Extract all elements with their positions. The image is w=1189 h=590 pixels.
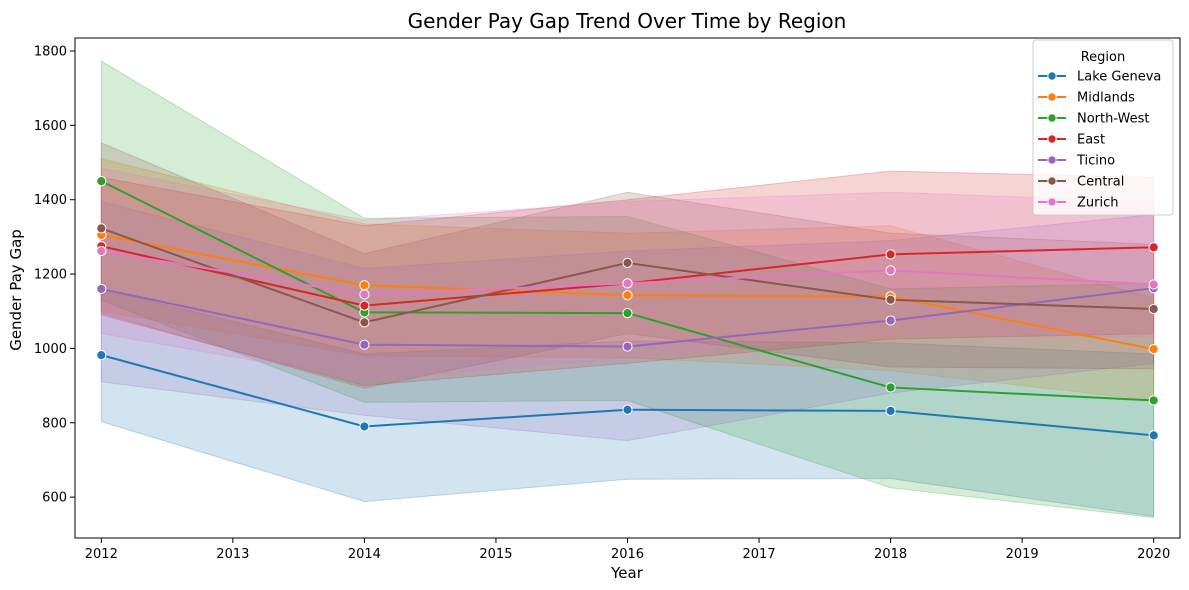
point-ticino-2018 bbox=[885, 315, 896, 326]
point-midlands-2016 bbox=[622, 290, 633, 301]
point-central-2018 bbox=[885, 294, 896, 305]
point-midlands-2020 bbox=[1148, 344, 1159, 355]
x-tick-label: 2017 bbox=[743, 547, 776, 562]
y-tick-label: 600 bbox=[42, 491, 67, 506]
x-tick-label: 2015 bbox=[479, 547, 512, 562]
legend-swatch-marker bbox=[1047, 197, 1057, 207]
point-central-2020 bbox=[1148, 303, 1159, 315]
legend-label: Lake Geneva bbox=[1077, 70, 1161, 85]
point-east-2018 bbox=[885, 249, 896, 260]
x-tick-label: 2013 bbox=[216, 547, 249, 562]
legend-label: Central bbox=[1077, 175, 1124, 190]
point-north-west-2012 bbox=[96, 176, 107, 187]
legend-item-north-west: North-West bbox=[1038, 112, 1149, 127]
point-lake-geneva-2012 bbox=[96, 350, 107, 361]
point-ticino-2016 bbox=[622, 341, 633, 352]
legend-item-midlands: Midlands bbox=[1038, 91, 1135, 106]
point-zurich-2016 bbox=[622, 278, 633, 289]
series-points bbox=[96, 176, 1159, 441]
point-lake-geneva-2014 bbox=[359, 421, 370, 432]
legend-label: East bbox=[1077, 133, 1105, 148]
legend-swatch-marker bbox=[1047, 71, 1057, 81]
point-east-2020 bbox=[1148, 242, 1159, 253]
point-lake-geneva-2018 bbox=[885, 405, 896, 416]
legend-label: Zurich bbox=[1077, 196, 1119, 211]
legend-swatch-marker bbox=[1047, 113, 1057, 123]
point-ticino-2012 bbox=[96, 283, 107, 295]
chart-title: Gender Pay Gap Trend Over Time by Region bbox=[408, 9, 847, 33]
y-tick-label: 1800 bbox=[34, 45, 67, 60]
point-central-2014 bbox=[359, 317, 370, 328]
legend-box bbox=[1032, 39, 1174, 216]
point-central-2016 bbox=[622, 257, 633, 269]
y-tick-label: 800 bbox=[42, 416, 67, 431]
legend-swatch-marker bbox=[1047, 134, 1057, 144]
y-tick-label: 1600 bbox=[34, 119, 67, 134]
y-tick-label: 1000 bbox=[34, 342, 67, 357]
x-tick-label: 2016 bbox=[611, 547, 644, 562]
legend-items: Lake Geneva Midlands North-West East Ticino C… bbox=[1038, 70, 1161, 211]
band-north-west bbox=[100, 60, 1155, 519]
point-north-west-2018 bbox=[885, 382, 896, 393]
point-north-west-2020 bbox=[1148, 395, 1159, 406]
point-north-west-2016 bbox=[622, 307, 633, 319]
x-axis-ticks: 2012 2013 2014 2015 2016 2017 2018 2019 2020 bbox=[85, 538, 1170, 562]
band-ticino bbox=[100, 200, 1155, 442]
point-lake-geneva-2020 bbox=[1148, 430, 1159, 441]
legend-item-lake-geneva: Lake Geneva bbox=[1038, 70, 1161, 85]
legend-label: North-West bbox=[1077, 112, 1149, 127]
legend-swatch-marker bbox=[1047, 155, 1057, 165]
point-midlands-2014 bbox=[359, 280, 370, 291]
x-axis-label: Year bbox=[610, 564, 644, 582]
y-axis-label: Gender Pay Gap bbox=[7, 229, 25, 351]
legend-swatch-marker bbox=[1047, 92, 1057, 102]
x-tick-label: 2019 bbox=[1006, 547, 1039, 562]
legend: Region Lake Geneva Midlands North-West East… bbox=[1032, 39, 1174, 216]
x-tick-label: 2012 bbox=[85, 547, 118, 562]
legend-item-zurich: Zurich bbox=[1038, 196, 1119, 211]
y-axis-ticks: 600 800 1000 1200 1400 1600 1800 bbox=[34, 45, 75, 506]
legend-item-ticino: Ticino bbox=[1038, 154, 1115, 169]
point-ticino-2014 bbox=[359, 339, 370, 350]
point-zurich-2018 bbox=[885, 265, 896, 276]
point-east-2014 bbox=[359, 300, 370, 311]
point-zurich-2020 bbox=[1148, 279, 1159, 290]
point-zurich-2014 bbox=[359, 289, 370, 300]
x-tick-label: 2020 bbox=[1137, 547, 1170, 562]
point-lake-geneva-2016 bbox=[622, 404, 633, 415]
legend-item-east: East bbox=[1038, 133, 1105, 148]
y-tick-label: 1200 bbox=[34, 268, 67, 283]
legend-title: Region bbox=[1081, 50, 1126, 65]
confidence-bands bbox=[100, 60, 1155, 519]
y-tick-label: 1400 bbox=[34, 193, 67, 208]
legend-swatch-marker bbox=[1047, 176, 1057, 186]
x-tick-label: 2014 bbox=[348, 547, 381, 562]
point-central-2012 bbox=[96, 223, 107, 234]
legend-item-central: Central bbox=[1038, 175, 1124, 190]
x-tick-label: 2018 bbox=[874, 547, 907, 562]
point-zurich-2012 bbox=[96, 245, 107, 257]
legend-label: Midlands bbox=[1077, 91, 1135, 106]
legend-label: Ticino bbox=[1076, 154, 1115, 169]
